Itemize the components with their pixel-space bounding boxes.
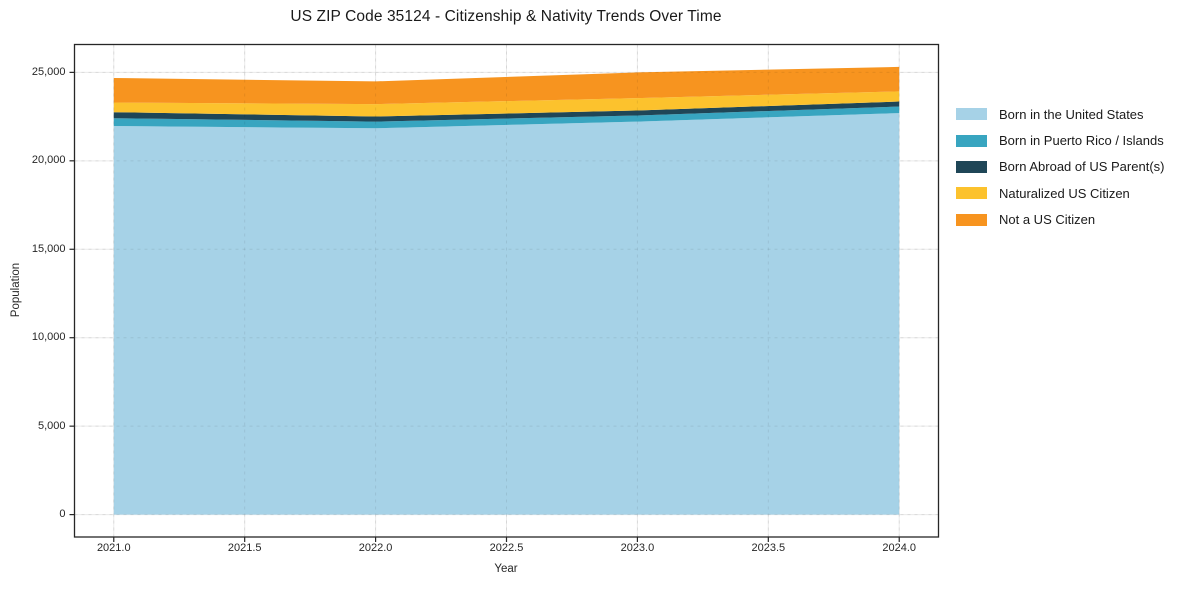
legend-label: Born in Puerto Rico / Islands — [999, 133, 1164, 149]
legend: Born in the United States Born in Puerto … — [956, 101, 1164, 233]
y-tick-label: 5,000 — [37, 419, 66, 432]
y-tick-label: 15,000 — [31, 242, 66, 255]
area-series — [113, 113, 900, 515]
x-tick-label: 2021.5 — [227, 542, 262, 554]
y-tick-label: 0 — [59, 508, 66, 521]
y-tick-label: 20,000 — [31, 154, 66, 167]
x-tick-label: 2021.0 — [96, 542, 131, 554]
legend-swatch — [956, 160, 987, 173]
y-axis-label: Population — [10, 262, 22, 318]
legend-swatch — [956, 134, 987, 147]
x-tick-label: 2024.0 — [882, 542, 917, 554]
area-series — [113, 101, 900, 122]
area-series — [113, 91, 900, 117]
x-axis-label: Year — [494, 563, 518, 575]
legend-item: Not a US Citizen — [956, 207, 1164, 233]
chart-title: US ZIP Code 35124 - Citizenship & Nativi… — [290, 8, 722, 25]
legend-item: Born in the United States — [956, 101, 1164, 127]
x-tick-label: 2023.5 — [751, 542, 786, 554]
legend-item: Naturalized US Citizen — [956, 180, 1164, 206]
y-tick-label: 25,000 — [31, 65, 66, 78]
x-tick-label: 2023.0 — [620, 542, 655, 554]
area-series — [113, 106, 900, 129]
x-tick-label: 2022.0 — [358, 542, 393, 554]
legend-label: Not a US Citizen — [999, 212, 1096, 228]
legend-label: Born in the United States — [999, 106, 1144, 122]
legend-item: Born Abroad of US Parent(s) — [956, 154, 1164, 180]
legend-label: Naturalized US Citizen — [999, 185, 1130, 201]
area-series — [113, 66, 900, 105]
legend-swatch — [956, 108, 987, 121]
y-tick-label: 10,000 — [31, 331, 66, 344]
x-tick-label: 2022.5 — [489, 542, 524, 554]
legend-item: Born in Puerto Rico / Islands — [956, 127, 1164, 153]
legend-label: Born Abroad of US Parent(s) — [999, 159, 1165, 175]
legend-swatch — [956, 213, 987, 226]
legend-swatch — [956, 187, 987, 200]
